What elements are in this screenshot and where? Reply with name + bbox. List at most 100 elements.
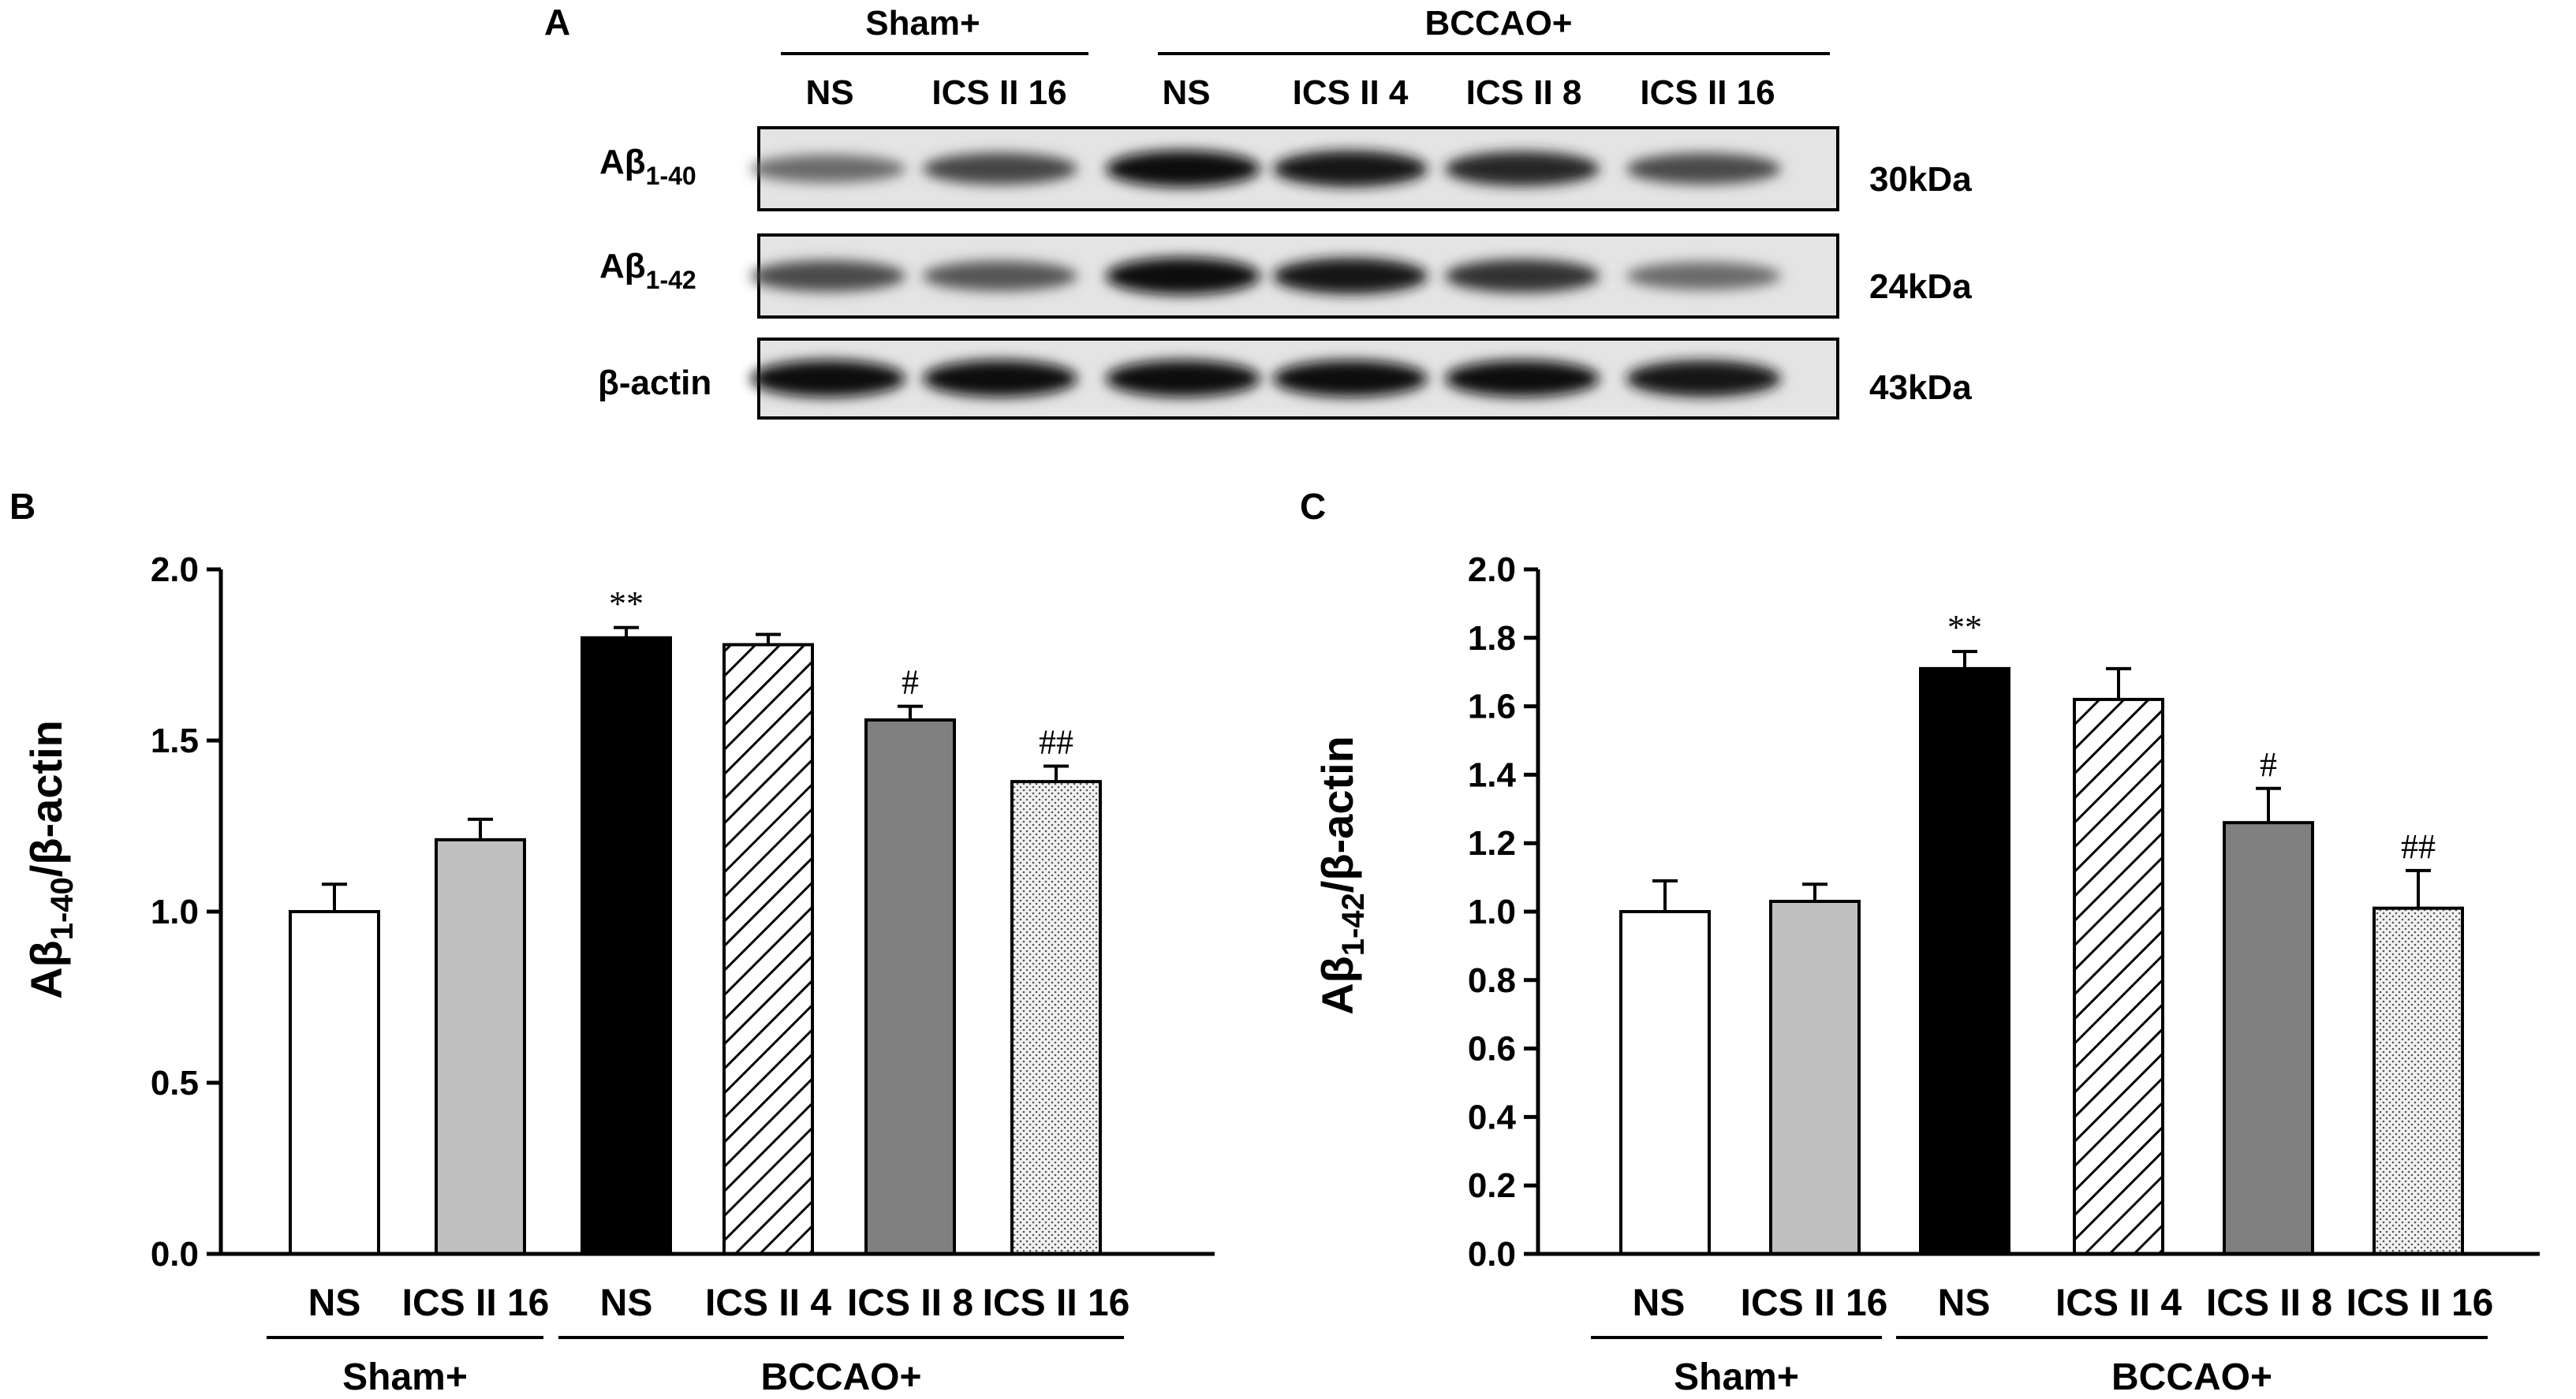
x-tick-label: ICS II 16 [1741, 1282, 1888, 1324]
blot-band [1106, 360, 1260, 397]
bar [2373, 906, 2464, 1256]
significance-mark: # [2260, 745, 2277, 784]
blot-group-label-bccao: BCCAO+ [1424, 4, 1572, 43]
blot-lane-label: ICS II 16 [931, 73, 1066, 112]
blot-row-label: Aβ1-42 [599, 247, 696, 294]
blot-size-label: 24kDa [1869, 267, 1972, 306]
y-tick-label: 0.5 [151, 1064, 199, 1102]
blot-band [1273, 258, 1428, 294]
blot-band [923, 152, 1077, 185]
blot-row-beta-actin: β-actin 43kDa [598, 338, 1972, 420]
blot-lane-label: ICS II 4 [1293, 73, 1409, 112]
blot-band [1445, 151, 1600, 186]
y-tick-label: 0.2 [1468, 1166, 1516, 1205]
blot-size-label: 43kDa [1869, 368, 1972, 407]
x-tick-label: ICS II 8 [2206, 1282, 2332, 1324]
y-tick-label: 2.0 [1468, 550, 1516, 589]
significance-mark: ## [2401, 827, 2436, 866]
blot-band [1106, 150, 1260, 188]
chart-c: C Aβ1-42/β-actin 0.0 0.2 0.4 0.6 0.8 1.0 1.2 1.… [1300, 486, 2540, 1398]
bar [581, 636, 672, 1255]
blot-size-label: 30kDa [1869, 160, 1972, 199]
blot-band [751, 155, 905, 183]
blot-band [923, 260, 1077, 292]
bar [1010, 780, 1102, 1255]
y-tick-label: 1.6 [1468, 688, 1516, 726]
bar [1619, 910, 1711, 1255]
blot-header: Sham+ BCCAO+ NS ICS II 16 NS ICS II 4 IC… [781, 4, 1830, 112]
significance-mark: # [902, 663, 919, 702]
blot-bands [751, 360, 1781, 397]
blot-band [1626, 153, 1781, 185]
bars: **### [289, 584, 1102, 1255]
blot-band [923, 360, 1077, 397]
blot-band [751, 260, 905, 292]
blot-band [1445, 259, 1600, 293]
blot-row-abeta40: Aβ1-40 30kDa [599, 126, 1972, 211]
blot-row-label: Aβ1-40 [599, 143, 696, 190]
x-tick-label: ICS II 16 [2346, 1282, 2494, 1324]
bar [1919, 666, 2010, 1255]
y-axis-title: Aβ1-40/β-actin [21, 720, 80, 999]
bar [1769, 899, 1861, 1255]
significance-mark: ** [609, 584, 644, 623]
group-brackets: Sham+ BCCAO+ [1591, 1336, 2488, 1398]
y-tick-label: 1.8 [1468, 619, 1516, 658]
x-tick-label: NS [1938, 1282, 1991, 1324]
panel-a: A Sham+ BCCAO+ NS ICS II 16 NS ICS II 4 … [544, 2, 1972, 420]
blot-lane-label: NS [805, 73, 853, 112]
y-tick-label: 0.6 [1468, 1030, 1516, 1069]
group-label: BCCAO+ [2111, 1356, 2272, 1398]
blot-band [1273, 151, 1428, 187]
bar [2073, 697, 2164, 1255]
x-tick-label: NS [308, 1282, 361, 1324]
group-label: BCCAO+ [760, 1356, 921, 1398]
x-tick-label: ICS II 4 [705, 1282, 831, 1324]
panel-c-letter: C [1300, 486, 1326, 527]
blot-lane-label: ICS II 8 [1466, 73, 1582, 112]
significance-mark: ## [1039, 723, 1073, 762]
y-tick-label: 0.4 [1468, 1098, 1517, 1136]
x-tick-label: NS [600, 1282, 653, 1324]
x-tick-label: ICS II 8 [847, 1282, 973, 1324]
significance-mark: ** [1947, 608, 1982, 647]
blot-row-abeta42: Aβ1-42 24kDa [599, 233, 1972, 319]
y-tick-label: 1.0 [151, 893, 199, 931]
y-ticks: 0.0 0.5 1.0 1.5 2.0 [151, 550, 221, 1274]
bar [2223, 821, 2314, 1256]
blot-band [1106, 257, 1260, 295]
bar [722, 643, 814, 1255]
blot-lane-label: NS [1162, 73, 1210, 112]
blot-bands [751, 257, 1781, 295]
group-brackets: Sham+ BCCAO+ [267, 1336, 1124, 1398]
bars: **### [1619, 608, 2464, 1256]
group-label: Sham+ [342, 1356, 468, 1398]
blot-band [1626, 262, 1781, 290]
x-tick-label: ICS II 16 [983, 1282, 1130, 1324]
y-tick-label: 0.0 [1468, 1235, 1516, 1274]
x-tick-label: ICS II 16 [402, 1282, 550, 1324]
panel-b-letter: B [9, 486, 35, 527]
blot-group-label-sham: Sham+ [865, 4, 980, 43]
blot-band [751, 360, 905, 397]
blot-row-label: β-actin [598, 364, 711, 402]
x-ticks: NS ICS II 16 NS ICS II 4 ICS II 8 ICS II 16 [308, 1282, 1130, 1324]
bar [864, 718, 956, 1255]
y-tick-label: 1.2 [1468, 824, 1516, 863]
y-tick-label: 0.8 [1468, 961, 1516, 1000]
panel-a-letter: A [544, 2, 570, 43]
y-ticks: 0.0 0.2 0.4 0.6 0.8 1.0 1.2 1.4 1.6 1.8 2.0 [1468, 550, 1538, 1274]
y-tick-label: 1.4 [1468, 755, 1517, 794]
y-axis-title: Aβ1-42/β-actin [1312, 736, 1371, 1015]
chart-b: B Aβ1-40/β-actin 0.00.51.01.52.0 **### N… [9, 486, 1215, 1398]
blot-bands [751, 150, 1781, 188]
bar [435, 838, 526, 1255]
blot-band [1626, 360, 1781, 397]
blot-band [1273, 360, 1428, 397]
bar [289, 910, 380, 1255]
y-tick-label: 0.0 [151, 1235, 199, 1274]
x-tick-label: NS [1633, 1282, 1686, 1324]
y-tick-label: 1.5 [151, 722, 199, 760]
y-tick-label: 2.0 [151, 550, 199, 589]
